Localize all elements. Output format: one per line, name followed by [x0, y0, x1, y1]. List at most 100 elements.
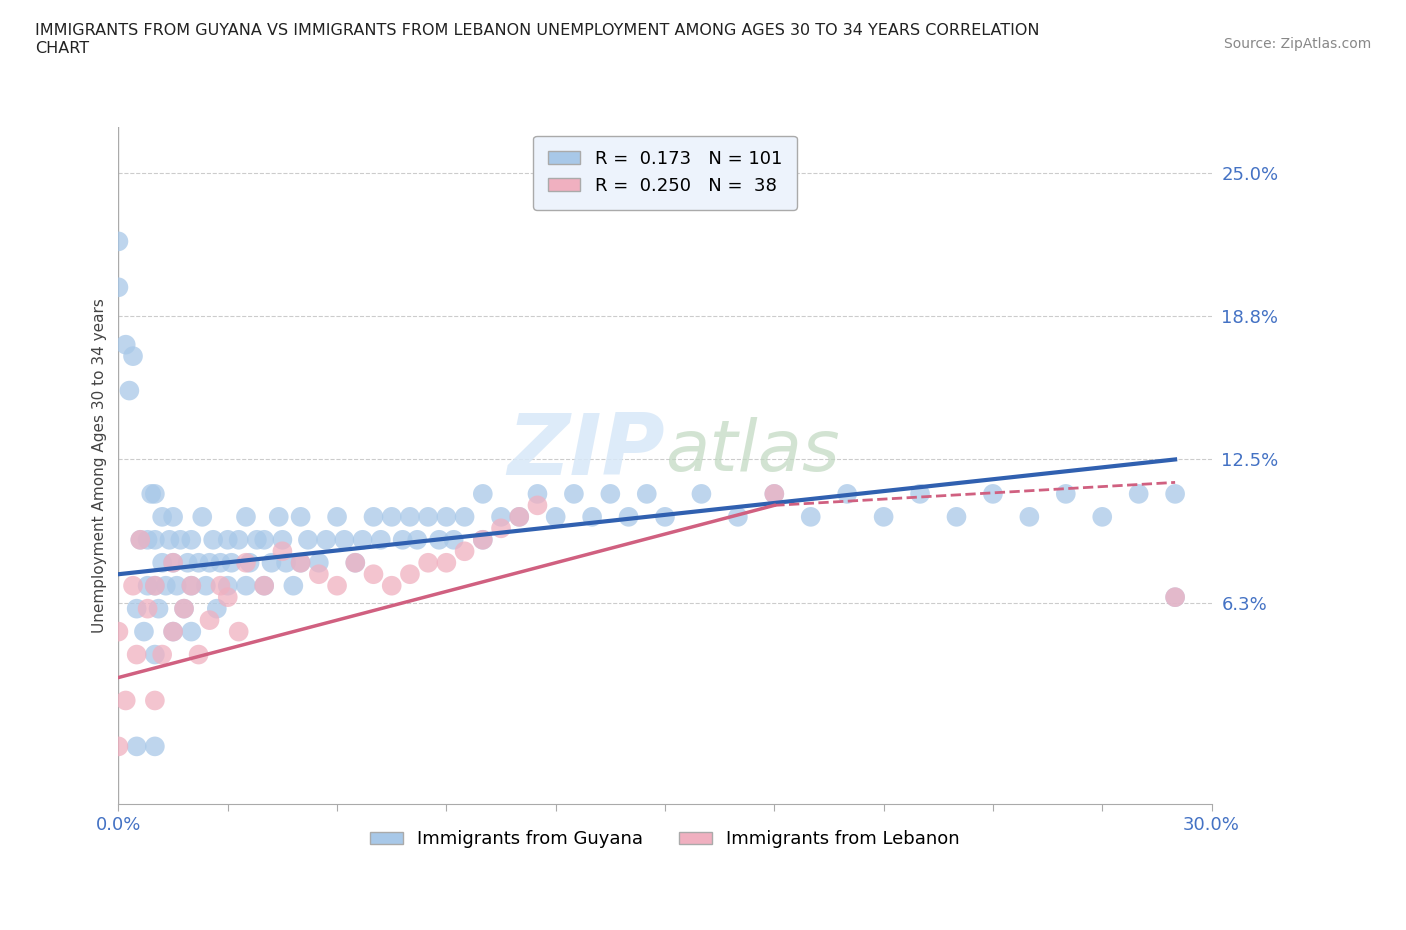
Point — [508, 510, 530, 525]
Point — [381, 510, 404, 525]
Point — [143, 486, 166, 501]
Text: Source: ZipAtlas.com: Source: ZipAtlas.com — [1223, 37, 1371, 51]
Point — [443, 532, 465, 547]
Point — [526, 498, 548, 512]
Point — [326, 578, 349, 593]
Point — [221, 555, 243, 570]
Point — [1054, 486, 1077, 501]
Point — [690, 486, 713, 501]
Point — [141, 486, 163, 501]
Point — [150, 555, 173, 570]
Point — [217, 590, 239, 604]
Point — [945, 510, 967, 525]
Point — [162, 555, 184, 570]
Point — [427, 532, 450, 547]
Point — [636, 486, 658, 501]
Point — [150, 510, 173, 525]
Point — [489, 521, 512, 536]
Point — [581, 510, 603, 525]
Point — [166, 578, 188, 593]
Point — [180, 578, 202, 593]
Point — [150, 647, 173, 662]
Point — [132, 624, 155, 639]
Point — [800, 510, 823, 525]
Point — [763, 486, 786, 501]
Point — [198, 613, 221, 628]
Point — [381, 578, 404, 593]
Point — [198, 555, 221, 570]
Point — [344, 555, 367, 570]
Point — [308, 555, 330, 570]
Point — [727, 510, 749, 525]
Point — [399, 510, 422, 525]
Point — [180, 624, 202, 639]
Text: ZIP: ZIP — [508, 410, 665, 493]
Point — [260, 555, 283, 570]
Point — [1164, 590, 1187, 604]
Point — [118, 383, 141, 398]
Point — [599, 486, 621, 501]
Point — [129, 532, 152, 547]
Text: IMMIGRANTS FROM GUYANA VS IMMIGRANTS FROM LEBANON UNEMPLOYMENT AMONG AGES 30 TO : IMMIGRANTS FROM GUYANA VS IMMIGRANTS FRO… — [35, 23, 1039, 56]
Point — [125, 647, 148, 662]
Point — [169, 532, 191, 547]
Point — [471, 532, 494, 547]
Point — [148, 601, 170, 616]
Point — [159, 532, 181, 547]
Point — [253, 578, 276, 593]
Point — [143, 578, 166, 593]
Point — [143, 693, 166, 708]
Point — [155, 578, 177, 593]
Point — [1091, 510, 1114, 525]
Point — [217, 532, 239, 547]
Point — [235, 510, 257, 525]
Point — [271, 532, 294, 547]
Point — [453, 544, 475, 559]
Point — [114, 693, 136, 708]
Point — [162, 624, 184, 639]
Legend: Immigrants from Guyana, Immigrants from Lebanon: Immigrants from Guyana, Immigrants from … — [363, 823, 967, 856]
Point — [107, 624, 129, 639]
Point — [363, 510, 385, 525]
Point — [122, 349, 145, 364]
Point — [1164, 486, 1187, 501]
Point — [162, 624, 184, 639]
Point — [235, 555, 257, 570]
Point — [1018, 510, 1040, 525]
Point — [267, 510, 290, 525]
Point — [136, 601, 159, 616]
Point — [1164, 590, 1187, 604]
Point — [617, 510, 640, 525]
Point — [246, 532, 269, 547]
Point — [143, 578, 166, 593]
Point — [253, 578, 276, 593]
Y-axis label: Unemployment Among Ages 30 to 34 years: Unemployment Among Ages 30 to 34 years — [93, 298, 107, 632]
Point — [526, 486, 548, 501]
Point — [562, 486, 585, 501]
Point — [107, 739, 129, 754]
Point — [453, 510, 475, 525]
Point — [122, 578, 145, 593]
Point — [290, 510, 312, 525]
Point — [162, 555, 184, 570]
Point — [180, 578, 202, 593]
Point — [872, 510, 894, 525]
Point — [136, 578, 159, 593]
Point — [544, 510, 567, 525]
Point — [418, 510, 440, 525]
Point — [489, 510, 512, 525]
Point — [315, 532, 337, 547]
Point — [191, 510, 214, 525]
Point — [344, 555, 367, 570]
Point — [202, 532, 225, 547]
Point — [283, 578, 305, 593]
Point — [908, 486, 931, 501]
Point — [434, 555, 457, 570]
Point — [290, 555, 312, 570]
Point — [187, 555, 209, 570]
Point — [274, 555, 297, 570]
Point — [418, 555, 440, 570]
Point — [194, 578, 217, 593]
Point — [228, 624, 250, 639]
Point — [180, 532, 202, 547]
